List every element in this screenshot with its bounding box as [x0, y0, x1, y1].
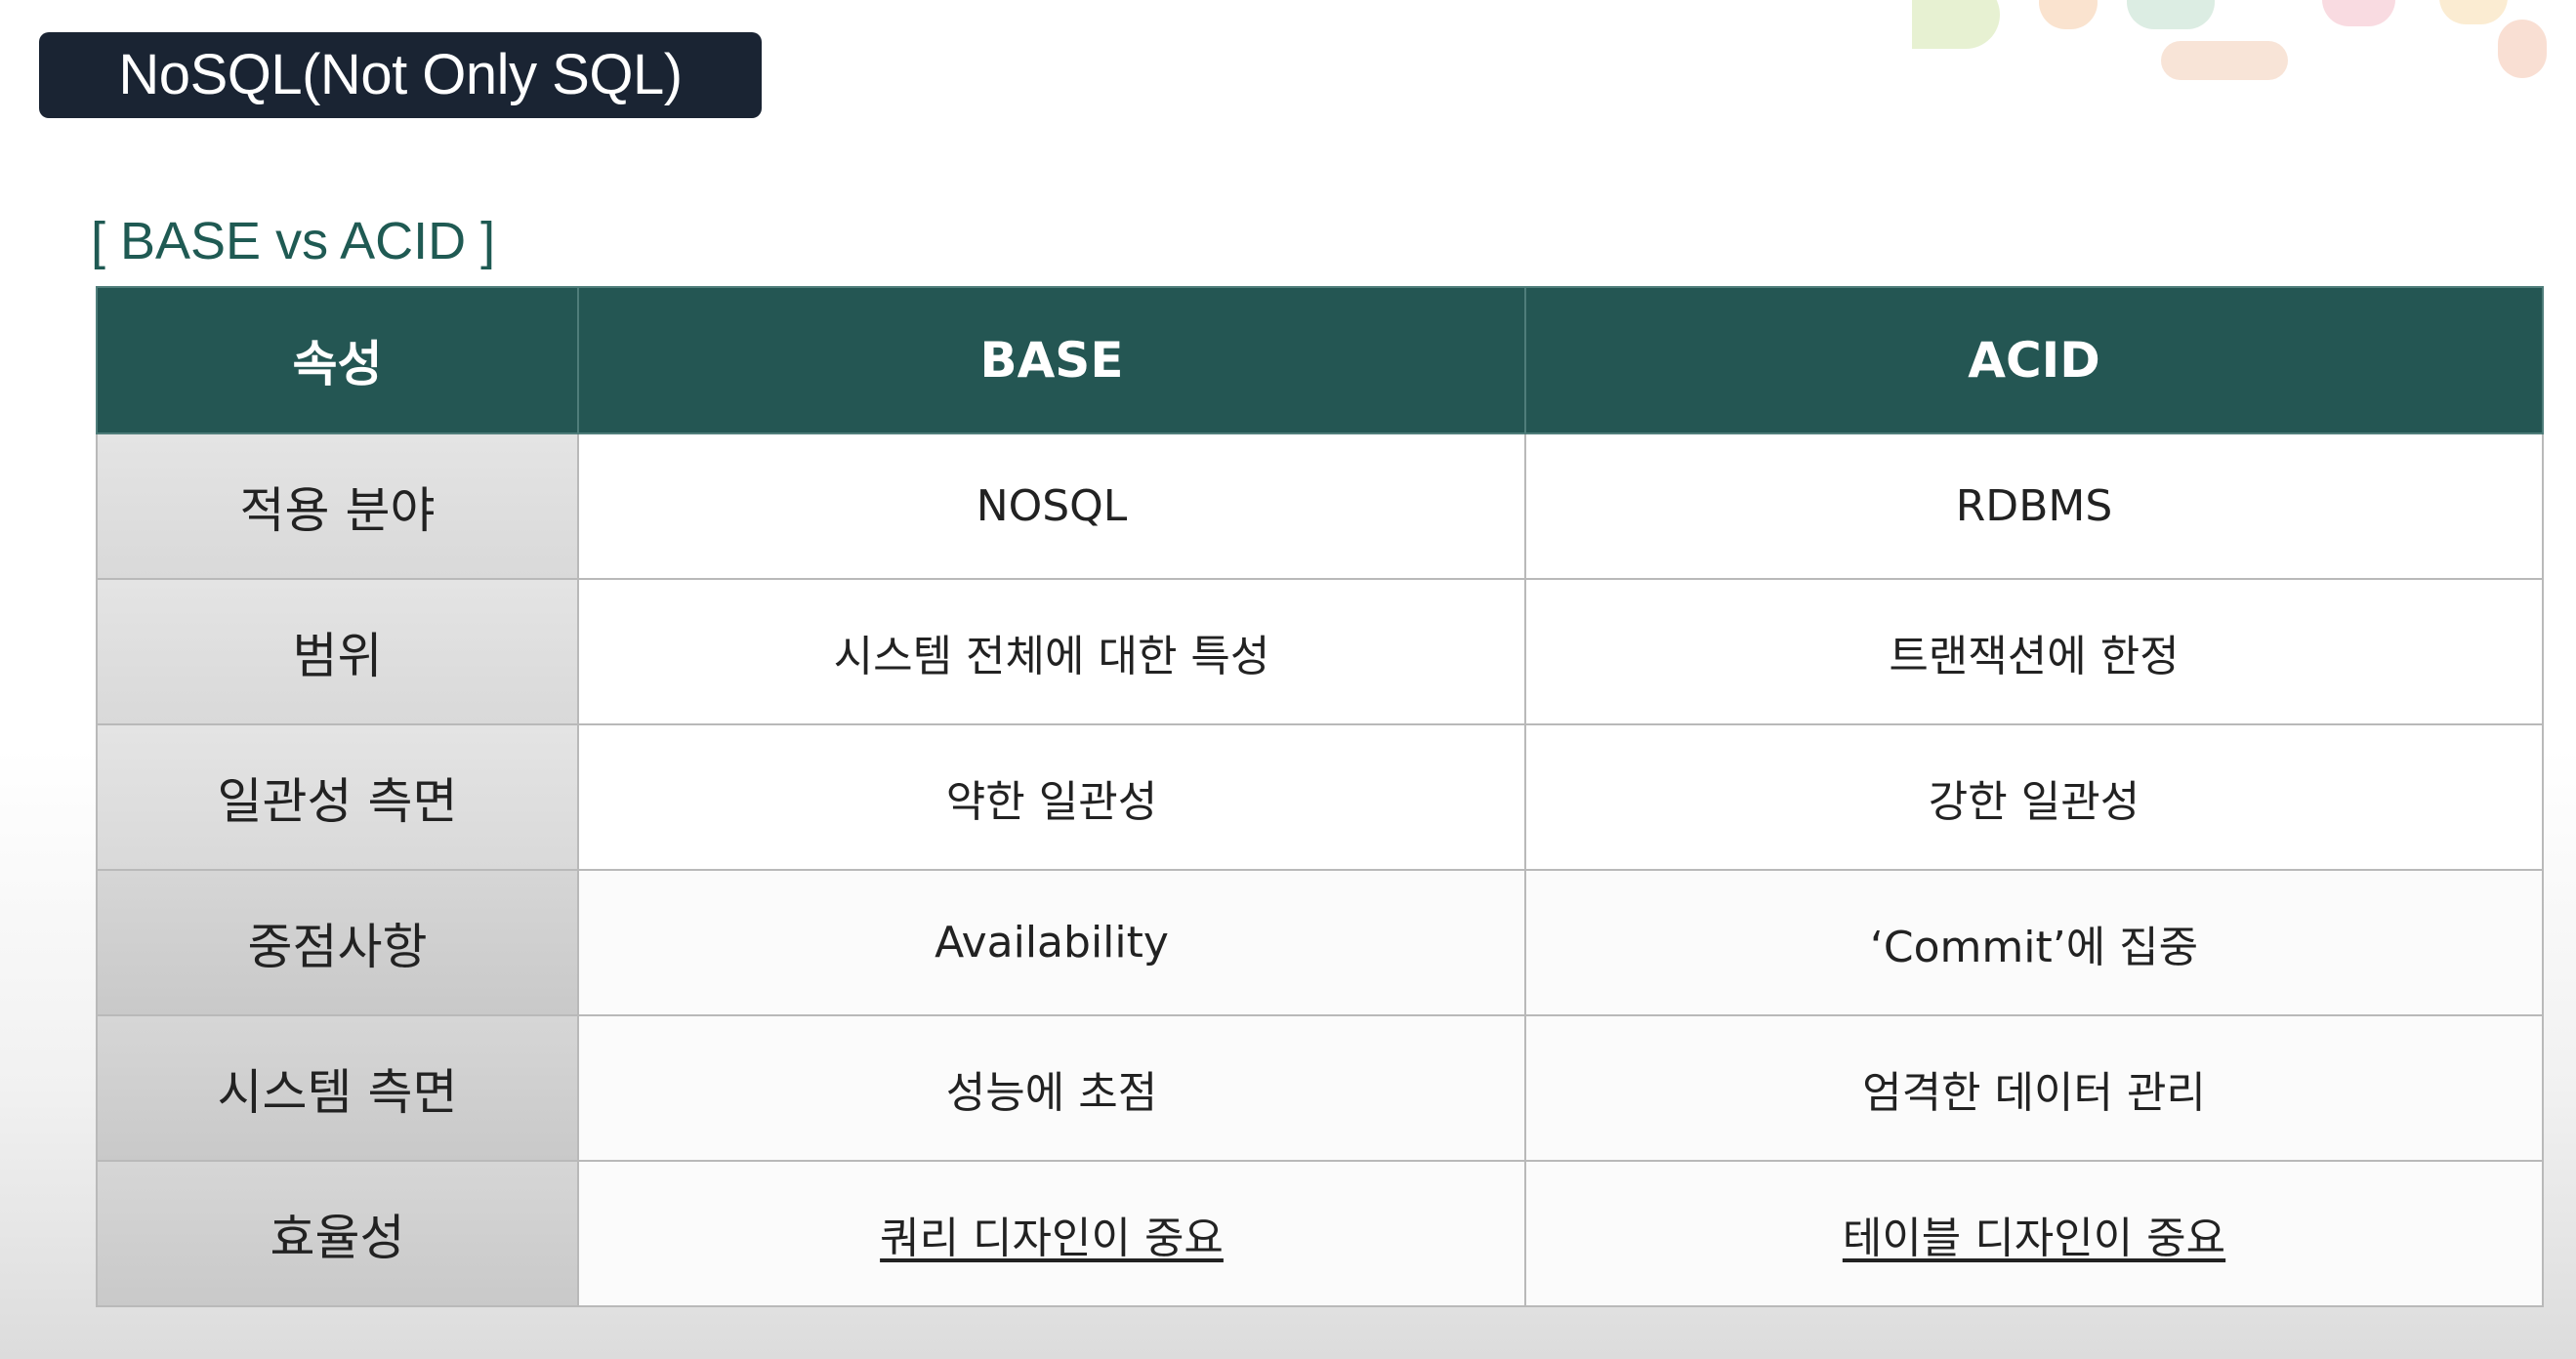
- table-row: 범위 시스템 전체에 대한 특성 트랜잭션에 한정: [96, 578, 2544, 725]
- base-cell: 쿼리 디자인이 중요: [577, 1160, 1526, 1307]
- table-row: 적용 분야 NOSQL RDBMS: [96, 432, 2544, 580]
- header-attribute: 속성: [96, 286, 579, 434]
- acid-cell: 강한 일관성: [1524, 723, 2544, 871]
- underlined-text: 쿼리 디자인이 중요: [880, 1213, 1224, 1263]
- acid-cell: 엄격한 데이터 관리: [1524, 1014, 2544, 1162]
- base-cell: Availability: [577, 869, 1526, 1016]
- base-cell: 약한 일관성: [577, 723, 1526, 871]
- logo-shape: [1912, 0, 2000, 49]
- attribute-cell: 중점사항: [96, 869, 579, 1016]
- acid-cell: ‘Commit’에 집중: [1524, 869, 2544, 1016]
- logo-shape: [2322, 0, 2395, 26]
- base-cell: 성능에 초점: [577, 1014, 1526, 1162]
- logo-shape: [2161, 41, 2288, 80]
- base-cell: 시스템 전체에 대한 특성: [577, 578, 1526, 725]
- acid-cell: RDBMS: [1524, 432, 2544, 580]
- attribute-cell: 적용 분야: [96, 432, 579, 580]
- table-row: 중점사항 Availability ‘Commit’에 집중: [96, 869, 2544, 1016]
- base-cell: NOSQL: [577, 432, 1526, 580]
- logo-shape: [2127, 0, 2215, 29]
- page-title: NoSQL(Not Only SQL): [39, 32, 762, 118]
- attribute-cell: 범위: [96, 578, 579, 725]
- logo-shape: [2439, 0, 2508, 24]
- base-vs-acid-table: 속성 BASE ACID 적용 분야 NOSQL RDBMS 범위 시스템 전체…: [96, 286, 2544, 1307]
- header-base: BASE: [577, 286, 1526, 434]
- attribute-cell: 시스템 측면: [96, 1014, 579, 1162]
- section-label: [ BASE vs ACID ]: [91, 212, 496, 270]
- logo-shape: [2039, 0, 2098, 29]
- table-row: 일관성 측면 약한 일관성 강한 일관성: [96, 723, 2544, 871]
- attribute-cell: 효율성: [96, 1160, 579, 1307]
- attribute-cell: 일관성 측면: [96, 723, 579, 871]
- acid-cell: 테이블 디자인이 중요: [1524, 1160, 2544, 1307]
- logo-decoration: [1814, 0, 2576, 107]
- underlined-text: 테이블 디자인이 중요: [1842, 1213, 2226, 1263]
- acid-cell: 트랜잭션에 한정: [1524, 578, 2544, 725]
- header-acid: ACID: [1524, 286, 2544, 434]
- table-header-row: 속성 BASE ACID: [96, 286, 2544, 434]
- table-row: 효율성 쿼리 디자인이 중요 테이블 디자인이 중요: [96, 1160, 2544, 1307]
- table-row: 시스템 측면 성능에 초점 엄격한 데이터 관리: [96, 1014, 2544, 1162]
- logo-shape: [2498, 20, 2547, 78]
